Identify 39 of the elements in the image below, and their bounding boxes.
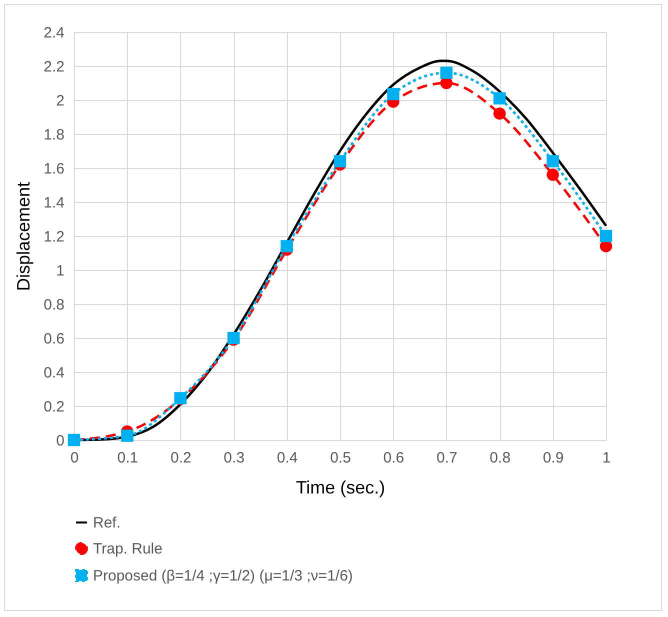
y-tick-label: 2.2	[44, 58, 64, 76]
x-tick-label: 0.9	[542, 450, 564, 466]
point	[334, 155, 346, 168]
y-tick-label: 1.8	[44, 126, 64, 144]
x-tick-label: 0.6	[383, 450, 404, 466]
legend-label: Ref.	[93, 514, 121, 532]
y-tick-label: 0	[56, 432, 64, 450]
x-tick-label: 0.1	[117, 450, 138, 466]
y-tick-label: 2.4	[44, 24, 64, 42]
legend-label: Trap. Rule	[93, 540, 162, 558]
y-tick-label: 2	[56, 92, 64, 110]
point	[600, 230, 612, 242]
y-tick-label: 0.2	[44, 398, 64, 416]
x-tick-label: 1	[602, 450, 611, 466]
x-tick-label: 0.8	[490, 450, 511, 466]
y-tick-label: 1.2	[44, 228, 64, 246]
x-tick-label: 0	[70, 450, 79, 466]
x-tick-label: 0.5	[330, 450, 351, 466]
x-tick-label: 0.4	[276, 450, 298, 466]
point	[387, 88, 400, 100]
x-tick-label: 0.2	[170, 450, 192, 466]
point	[280, 240, 293, 252]
y-tick-label: 0.8	[44, 296, 64, 314]
x-axis-title: Time (sec.)	[296, 478, 386, 498]
point	[440, 66, 453, 79]
point	[546, 168, 559, 181]
y-tick-label: 0.4	[44, 364, 64, 382]
x-tick-label: 0.3	[224, 450, 245, 466]
legend-label: Proposed (β=1/4 ;γ=1/2) (μ=1/3 ;ν=1/6)	[93, 568, 353, 584]
point	[493, 107, 506, 120]
y-tick-label: 1.4	[44, 194, 64, 212]
point	[493, 92, 506, 104]
y-tick-label: 0.6	[44, 330, 64, 348]
y-tick-label: 1.6	[44, 160, 64, 178]
x-tick-label: 0.7	[436, 450, 458, 466]
point	[546, 155, 559, 168]
y-axis-title: Displacement	[14, 182, 34, 292]
y-tick-label: 1	[56, 262, 64, 280]
point	[121, 430, 134, 442]
